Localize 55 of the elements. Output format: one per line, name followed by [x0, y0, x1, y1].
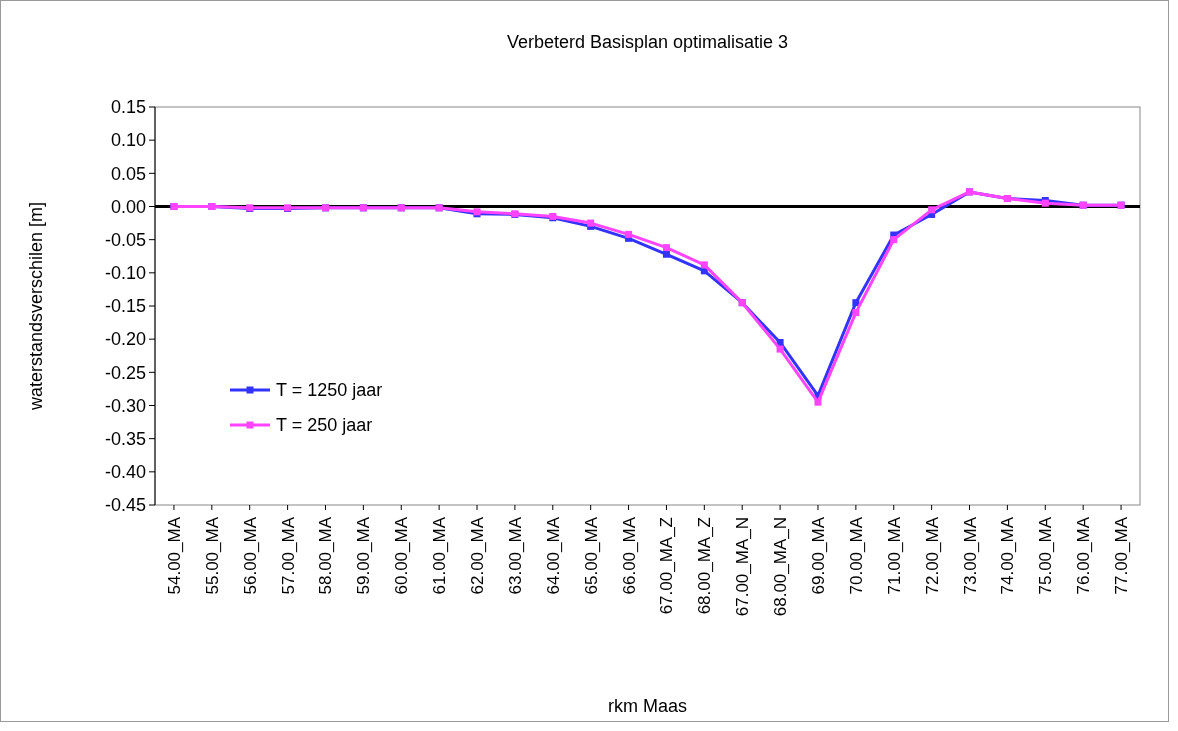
- y-tick-label: -0.20: [104, 329, 146, 350]
- y-tick-label: -0.10: [104, 263, 146, 284]
- legend-label: T = 1250 jaar: [276, 380, 383, 400]
- y-tick-label: -0.05: [104, 229, 146, 250]
- x-tick-label: 54.00_MA: [164, 516, 184, 595]
- chart-title: Verbeterd Basisplan optimalisatie 3: [506, 32, 789, 52]
- point: [852, 309, 860, 317]
- x-tick-label: 56.00_MA: [240, 516, 260, 595]
- point: [776, 345, 784, 353]
- y-tick-label: 0.10: [110, 130, 146, 151]
- x-tick-label: 76.00_MA: [1074, 516, 1094, 595]
- y-tick-label: -0.35: [104, 428, 146, 449]
- x-tick-label: 75.00_MA: [1036, 516, 1056, 595]
- x-tick-label: 70.00_MA: [846, 516, 866, 595]
- x-tick-label: 63.00_MA: [505, 516, 525, 595]
- legend-label: T = 250 jaar: [276, 415, 373, 435]
- point: [662, 250, 670, 258]
- x-tick-label: 71.00_MA: [884, 516, 904, 595]
- x-tick-label: 55.00_MA: [202, 516, 222, 595]
- point: [928, 206, 936, 214]
- x-tick-label: 69.00_MA: [808, 516, 828, 595]
- x-tick-label: 68.00_MA_N: [771, 517, 791, 617]
- y-tick-label: 0.00: [110, 196, 146, 217]
- x-tick-label: 67.00_MA_Z: [657, 517, 677, 615]
- y-tick-label: 0.05: [110, 163, 146, 184]
- y-tick-label: -0.30: [104, 395, 146, 416]
- x-tick-label: 72.00_MA: [922, 516, 942, 595]
- x-axis-title: rkm Maas: [607, 696, 688, 716]
- point: [700, 261, 708, 269]
- point: [814, 398, 822, 406]
- point: [852, 299, 860, 307]
- y-tick-label: -0.45: [104, 495, 146, 516]
- y-tick-label: 0.15: [110, 97, 146, 118]
- x-tick-label: 68.00_MA_Z: [695, 517, 715, 615]
- x-tick-label: 65.00_MA: [581, 516, 601, 595]
- x-tick-label: 67.00_MA_N: [733, 517, 753, 617]
- y-tick-label: -0.40: [104, 462, 146, 483]
- y-axis-title: waterstandsverschilen [m]: [26, 201, 46, 412]
- x-tick-label: 60.00_MA: [392, 516, 412, 595]
- x-tick-label: 58.00_MA: [316, 516, 336, 595]
- x-tick-label: 62.00_MA: [468, 516, 488, 595]
- point: [890, 236, 898, 244]
- point: [776, 338, 784, 346]
- y-tick-label: -0.25: [104, 362, 146, 383]
- x-tick-label: 74.00_MA: [998, 516, 1018, 595]
- point: [662, 244, 670, 252]
- x-tick-label: 59.00_MA: [354, 516, 374, 595]
- x-tick-label: 77.00_MA: [1112, 516, 1132, 595]
- point: [625, 230, 633, 238]
- x-tick-label: 61.00_MA: [430, 516, 450, 595]
- x-tick-label: 57.00_MA: [278, 516, 298, 595]
- x-tick-label: 73.00_MA: [960, 516, 980, 595]
- x-tick-label: 64.00_MA: [543, 516, 563, 595]
- y-tick-label: -0.15: [104, 296, 146, 317]
- x-tick-label: 66.00_MA: [619, 516, 639, 595]
